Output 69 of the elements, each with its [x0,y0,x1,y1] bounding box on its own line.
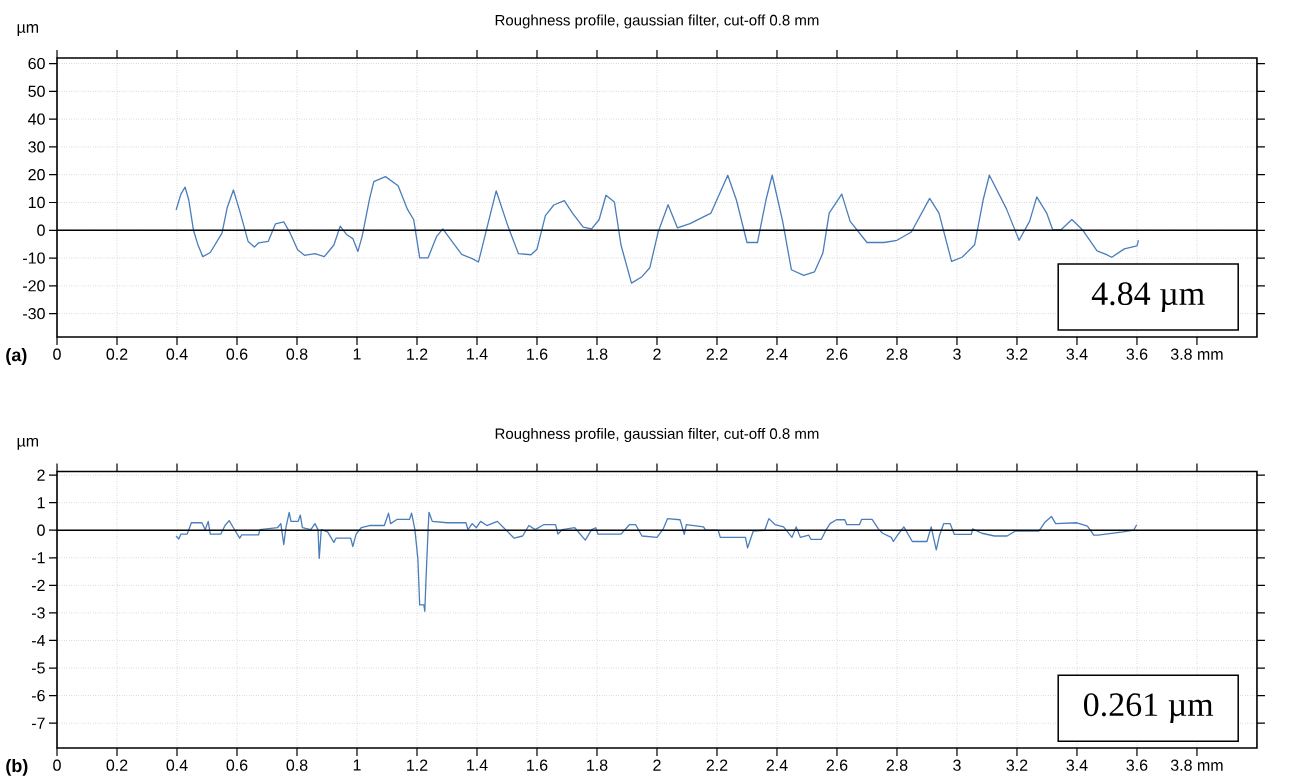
x-tick-label: 0.2 [106,348,128,360]
annotation: 0.261 µm [1083,693,1214,724]
y-tick-label: 40 [28,113,45,125]
y-tick-label: 1 [37,497,45,509]
y-tick-label: 0 [37,224,45,236]
text: (b) [6,758,28,776]
x-tick-label: 3.6 [1126,759,1148,771]
x-tick-label: 2.8 [886,759,908,771]
x-tick-label: 2 [653,348,661,360]
y-tick-label: 0 [37,524,45,536]
text: (a) [6,348,27,365]
x-tick-label: 1.6 [527,759,548,771]
y-tick-label: -6 [31,689,45,702]
y-tick-label: -20 [23,280,45,292]
x-tick-label: 1.2 [407,348,428,360]
y-tick-label: 50 [28,85,45,97]
annotation: 4.84 µm [1091,282,1205,313]
y-tick-label: -5 [31,662,45,674]
y-tick-label: 20 [28,169,45,181]
x-tick-label: 0.6 [226,759,248,771]
x-tick-label: 0.8 [286,759,308,771]
x-tick-label: 3.8 mm [1170,348,1223,360]
chart-title: Roughness profile, gaussian filter, cut-off 0.8 mm [495,427,819,442]
y-tick-label: -10 [23,252,45,264]
y-tick-label: -3 [31,607,45,619]
x-tick-label: 1.6 [527,348,548,360]
y-tick-label: -2 [31,579,45,591]
y-tick-label: 10 [28,196,45,209]
y-axis-title: µm [17,24,39,37]
y-tick-label: 2 [37,469,45,481]
x-tick-label: 2.4 [766,759,788,771]
y-tick-label: 60 [28,57,45,70]
x-tick-label: 3.4 [1066,759,1088,771]
x-tick-label: 1.4 [467,348,488,360]
x-tick-label: 1.8 [587,348,608,360]
x-tick-label: 3.8 mm [1170,759,1223,771]
x-tick-label: 2.6 [826,759,848,771]
x-tick-label: 3 [953,759,961,771]
x-tick-label: 1.2 [407,759,428,771]
x-tick-label: 2.6 [826,348,848,360]
line-series [175,174,1140,284]
x-tick-label: 1.4 [467,759,488,771]
x-tick-label: 2 [653,759,661,771]
x-tick-label: 2.2 [706,759,728,771]
y-tick-label: -30 [23,307,45,320]
x-tick-label: 1 [353,759,361,771]
x-tick-label: 0 [53,759,61,771]
x-tick-label: 0.6 [226,348,248,360]
x-tick-label: 0.8 [286,348,308,360]
x-tick-label: 2.2 [706,348,728,360]
chart-title: Roughness profile, gaussian filter, cut-off 0.8 mm [495,14,819,29]
x-tick-label: 3.6 [1126,348,1148,360]
x-tick-label: 0.4 [166,759,188,771]
y-tick-label: -1 [31,552,45,564]
y-axis-title: µm [17,437,39,450]
x-tick-label: 0 [53,348,61,360]
x-tick-label: 3.2 [1006,348,1028,360]
x-tick-label: 1 [353,348,361,360]
x-tick-label: 2.4 [766,348,788,360]
y-tick-label: -7 [31,717,45,729]
y-tick-label: -4 [31,634,45,646]
x-tick-label: 3 [953,348,961,360]
x-tick-label: 3.4 [1066,348,1088,360]
x-tick-label: 2.8 [886,348,908,360]
x-tick-label: 3.2 [1006,759,1028,771]
x-tick-label: 0.2 [106,759,128,771]
x-tick-label: 1.8 [587,759,608,771]
x-tick-label: 0.4 [166,348,188,360]
y-tick-label: 30 [28,141,45,153]
